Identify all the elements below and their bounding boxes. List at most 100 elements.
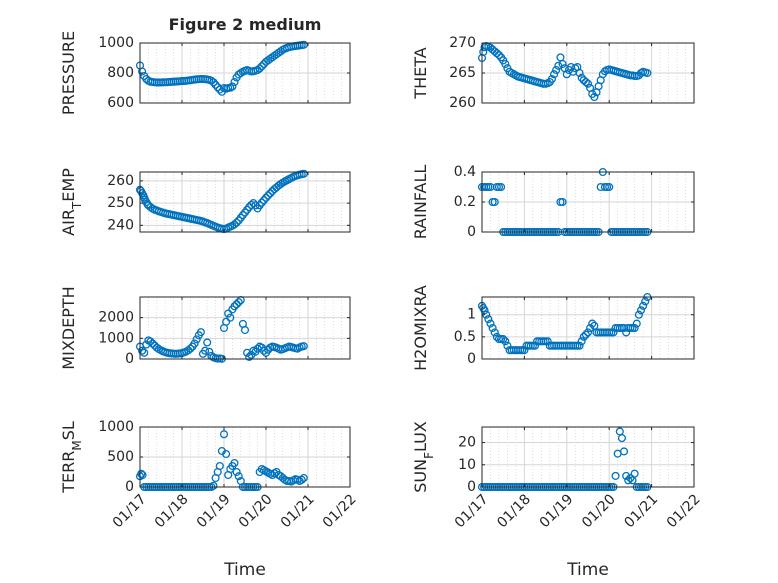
y-tick-label: 1000 <box>98 330 134 346</box>
data-point <box>140 348 149 357</box>
data-point <box>215 461 224 471</box>
y-tick-label: 240 <box>107 217 134 233</box>
data-point <box>209 78 218 87</box>
y-axis-label: TERRMSL <box>59 421 84 494</box>
data-point <box>232 218 241 227</box>
y-tick-label: 20 <box>458 435 476 451</box>
data-point <box>577 73 586 82</box>
x-tick-label: 01/20 <box>579 491 619 531</box>
x-axis-label-left: Time <box>223 560 266 580</box>
data-point <box>624 476 633 485</box>
x-tick-label: 01/19 <box>537 491 577 531</box>
data-point <box>484 315 493 324</box>
subplot-5: 0 1000 2000 MIXDEPTH <box>59 286 351 370</box>
y-tick-label: 260 <box>107 173 134 189</box>
plot-area <box>482 427 694 487</box>
data-point <box>639 301 648 310</box>
data-point <box>232 467 241 477</box>
plot-area <box>140 297 350 359</box>
data-point <box>581 330 590 339</box>
data-point <box>234 298 243 307</box>
y-tick-label: 0.2 <box>454 194 476 210</box>
y-axis-label: THETA <box>411 47 430 99</box>
y-tick-label: 10 <box>458 457 476 473</box>
y-tick-label: 250 <box>107 195 134 211</box>
data-point <box>488 323 497 333</box>
y-tick-label: 2000 <box>98 310 134 326</box>
axes-box <box>139 171 351 233</box>
data-point <box>558 197 567 207</box>
data-point <box>138 67 147 76</box>
data-point <box>209 481 218 490</box>
x-tick-label: 01/22 <box>320 491 360 531</box>
data-point <box>138 470 147 480</box>
x-tick-label: 01/19 <box>194 491 234 531</box>
data-point <box>575 68 584 78</box>
y-tick-label: 800 <box>107 65 134 81</box>
subplot-7: 01/17 01/18 01/19 01/20 01/21 01/22 0 500 1000 TE… <box>59 419 360 531</box>
data-point <box>583 328 593 337</box>
data-point <box>232 300 241 309</box>
y-tick-label: 0 <box>467 224 476 240</box>
y-axis-label: SUNFLUX <box>411 421 436 493</box>
axes-box <box>481 296 695 360</box>
subplot-3: 240 250 260 AIRTEMP <box>59 168 351 236</box>
data-point <box>230 458 239 468</box>
data-point <box>501 337 510 346</box>
x-tick-label: 01/22 <box>664 491 704 531</box>
y-tick-label: 0.5 <box>454 329 476 345</box>
x-tick-label: 01/18 <box>494 491 534 531</box>
x-axis-label-right: Time <box>566 560 609 580</box>
y-axis-label: AIRTEMP <box>59 168 84 236</box>
figure-title: Figure 2 medium <box>169 15 322 34</box>
data-point <box>255 64 264 73</box>
axes-box <box>139 296 351 360</box>
y-tick-label: 0.4 <box>454 164 476 180</box>
data-point <box>226 313 235 322</box>
axes-box <box>481 426 695 488</box>
data-point <box>137 469 146 478</box>
data-point <box>245 352 254 361</box>
subplot-4: 0 0.2 0.4 RAINFALL <box>411 164 695 240</box>
data-point <box>490 197 499 207</box>
data-point <box>196 328 205 337</box>
data-point <box>230 220 239 229</box>
data-point <box>520 346 529 355</box>
data-point <box>222 317 231 326</box>
data-point <box>632 319 641 328</box>
data-point <box>146 337 155 346</box>
data-point <box>530 341 540 350</box>
data-point <box>622 328 631 337</box>
data-point <box>266 189 275 198</box>
data-point <box>230 77 239 87</box>
data-point <box>261 193 271 202</box>
data-point <box>201 346 210 355</box>
data-point <box>480 43 489 52</box>
data-point <box>636 306 646 315</box>
data-point <box>192 335 201 344</box>
y-tick-label: 0 <box>467 351 476 367</box>
y-axis-label: H2OMIXRA <box>411 285 430 371</box>
data-point <box>480 306 489 315</box>
data-point <box>264 191 273 200</box>
x-tick-label: 01/21 <box>621 491 661 531</box>
data-point <box>186 344 195 353</box>
data-point <box>643 68 652 78</box>
y-tick-label: 0 <box>125 351 134 367</box>
data-point <box>494 50 504 60</box>
data-point <box>259 346 268 355</box>
y-tick-label: 1000 <box>98 35 134 51</box>
data-point <box>190 339 199 348</box>
y-tick-label: 260 <box>449 95 476 111</box>
data-point <box>299 473 308 483</box>
y-tick-label: 0 <box>467 479 476 495</box>
data-point <box>590 92 599 102</box>
data-point <box>240 326 250 335</box>
y-tick-label: 265 <box>449 65 476 81</box>
data-point <box>630 323 639 333</box>
data-point <box>257 62 266 71</box>
data-point <box>605 182 614 192</box>
y-tick-label: 270 <box>449 35 476 51</box>
